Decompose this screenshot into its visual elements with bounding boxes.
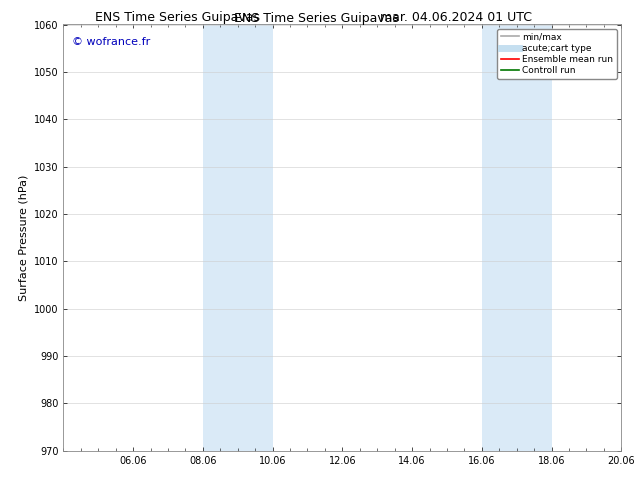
Y-axis label: Surface Pressure (hPa): Surface Pressure (hPa)	[18, 174, 29, 301]
Bar	[203, 24, 273, 451]
Text: mar. 04.06.2024 01 UTC: mar. 04.06.2024 01 UTC	[380, 11, 533, 24]
Text: ENS Time Series Guipavas: ENS Time Series Guipavas	[235, 12, 399, 25]
Legend: min/max, acute;cart type, Ensemble mean run, Controll run: min/max, acute;cart type, Ensemble mean …	[497, 29, 617, 79]
Title: ENS Time Series Guipavas      mar. 04.06.2024 01 UTC: ENS Time Series Guipavas mar. 04.06.2024…	[0, 489, 1, 490]
Bar	[482, 24, 552, 451]
Text: ENS Time Series Guipavas: ENS Time Series Guipavas	[95, 11, 260, 24]
Text: © wofrance.fr: © wofrance.fr	[72, 37, 150, 48]
